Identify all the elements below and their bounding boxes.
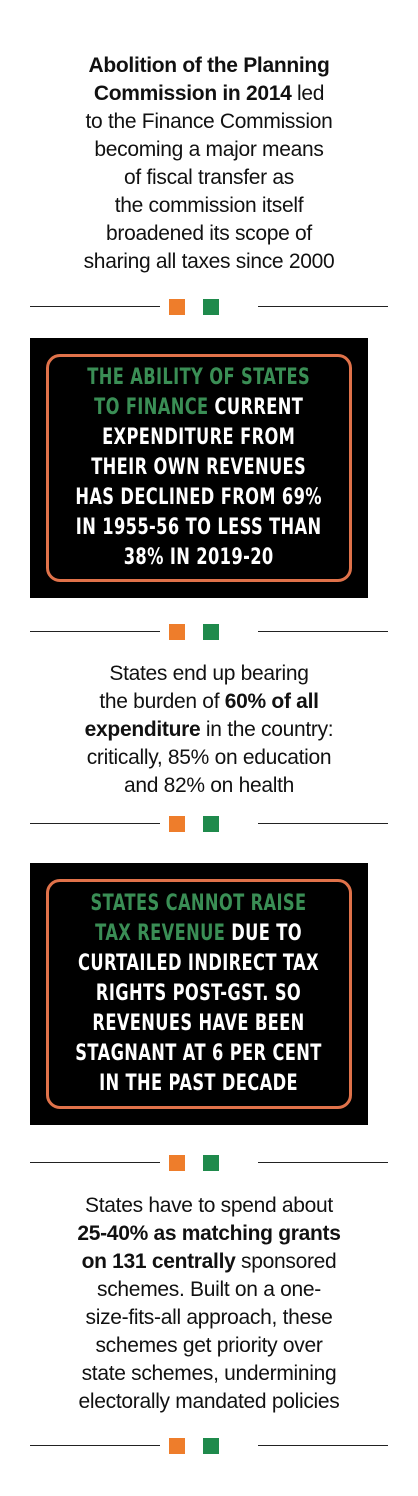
text-line: States end up bearing [109,662,309,685]
divider-line-right [258,306,388,307]
text-line: the commission itself [114,194,304,217]
callout-text: STATES CANNOT RAISE TAX REVENUE DUE TO C… [76,889,322,1099]
section-divider [30,814,388,834]
divider-line-left [30,631,160,632]
divider-line-left [30,1162,160,1163]
divider-line-left [30,1445,160,1446]
callout-panel: STATES CANNOT RAISE TAX REVENUE DUE TO C… [30,863,368,1125]
text-line: expenditure in the country: [84,718,334,741]
callout-line: STATES CANNOT RAISE [91,891,308,916]
text-line: Abolition of the Planning [88,54,330,77]
text-line: on 131 centrally sponsored [81,1250,337,1273]
callout-line: RIGHTS POST-GST. SO [96,981,302,1006]
divider-line-right [258,1445,388,1446]
callout-line: STAGNANT AT 6 PER CENT [75,1041,323,1066]
callout-line: THE ABILITY OF STATES [87,365,311,390]
green-square-icon [203,1438,219,1454]
schemes-paragraph: States have to spend about 25-40% as mat… [30,1192,388,1416]
text-line: of fiscal transfer as [124,166,294,189]
green-square-icon [203,1155,219,1171]
callout-line: CURTAILED INDIRECT TAX [78,951,320,976]
green-square-icon [203,816,219,832]
burden-paragraph: States end up bearing the burden of 60% … [30,660,388,800]
divider-line-right [258,823,388,824]
text-line: sharing all taxes since 2000 [83,250,335,273]
callout-panel: THE ABILITY OF STATES TO FINANCE CURRENT… [30,338,368,598]
text-line: broadened its scope of [106,222,312,245]
callout-frame: STATES CANNOT RAISE TAX REVENUE DUE TO C… [46,879,352,1109]
text-line: to the Finance Commission [85,110,333,133]
callout-line: EXPENDITURE FROM [102,425,296,450]
orange-square-icon [169,1438,185,1454]
callout-line: THEIR OWN REVENUES [91,455,307,480]
intro-paragraph: Abolition of the Planning Commission in … [30,52,388,276]
text-line: and 82% on health [123,774,295,797]
orange-square-icon [169,299,185,315]
orange-square-icon [169,816,185,832]
green-square-icon [203,624,219,640]
text-line: 25-40% as matching grants [77,1222,341,1245]
green-square-icon [203,299,219,315]
callout-line: TAX REVENUE DUE TO [95,921,303,946]
callout-line: IN THE PAST DECADE [99,1071,299,1096]
text-line: Commission in 2014 led [93,82,325,105]
orange-square-icon [169,624,185,640]
text-line: state schemes, undermining [81,1362,337,1385]
callout-text: THE ABILITY OF STATES TO FINANCE CURRENT… [76,363,323,573]
text-line: size-fits-all approach, these [85,1306,333,1329]
text-line: critically, 85% on education [86,746,332,769]
text-line: States have to spend about [85,1194,333,1217]
section-divider [30,1153,388,1173]
divider-line-left [30,823,160,824]
callout-line: TO FINANCE CURRENT [94,395,304,420]
text-line: the burden of 60% of all [99,690,319,713]
text-line: electorally mandated policies [78,1390,340,1413]
divider-line-right [258,1162,388,1163]
callout-line: 38% IN 2019-20 [124,545,274,570]
callout-line: REVENUES HAVE BEEN [92,1011,306,1036]
text-line: schemes. Built on a one- [97,1278,321,1301]
callout-line: HAS DECLINED FROM 69% [75,485,323,510]
divider-line-left [30,306,160,307]
section-divider [30,297,388,317]
callout-frame: THE ABILITY OF STATES TO FINANCE CURRENT… [46,354,352,582]
callout-line: IN 1955-56 TO LESS THAN [76,515,322,540]
divider-line-right [258,631,388,632]
orange-square-icon [169,1155,185,1171]
section-divider [30,1436,388,1456]
text-line: becoming a major means [94,138,324,161]
section-divider [30,622,388,642]
text-line: schemes get priority over [95,1334,323,1357]
